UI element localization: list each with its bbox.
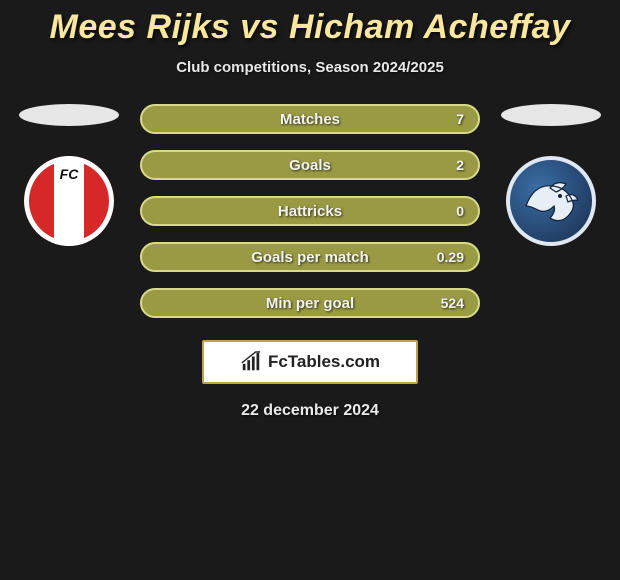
page-title: Mees Rijks vs Hicham Acheffay — [0, 8, 620, 47]
stat-value: 2 — [456, 157, 464, 173]
stat-label: Matches — [280, 111, 340, 128]
comparison-body: FC Matches 7 Goals 2 Hattricks 0 Goals p… — [0, 104, 620, 318]
stat-label: Goals per match — [251, 249, 369, 266]
stat-row-min-per-goal: Min per goal 524 — [140, 288, 480, 318]
brand-text: FcTables.com — [268, 352, 380, 372]
stat-label: Hattricks — [278, 203, 342, 220]
date-text: 22 december 2024 — [0, 402, 620, 420]
left-club-badge: FC — [24, 156, 114, 246]
left-player-col: FC — [14, 104, 124, 246]
badge-text: FC — [24, 166, 114, 182]
stat-value: 7 — [456, 111, 464, 127]
left-player-photo-placeholder — [19, 104, 119, 126]
right-club-badge — [506, 156, 596, 246]
stats-column: Matches 7 Goals 2 Hattricks 0 Goals per … — [140, 104, 480, 318]
stat-row-goals: Goals 2 — [140, 150, 480, 180]
stat-value: 0 — [456, 203, 464, 219]
right-player-col — [496, 104, 606, 246]
stat-row-matches: Matches 7 — [140, 104, 480, 134]
stat-value: 0.29 — [437, 249, 464, 265]
stat-label: Goals — [289, 157, 331, 174]
stat-row-hattricks: Hattricks 0 — [140, 196, 480, 226]
subtitle: Club competitions, Season 2024/2025 — [0, 59, 620, 76]
stat-row-goals-per-match: Goals per match 0.29 — [140, 242, 480, 272]
dragon-icon — [516, 166, 586, 236]
stat-value: 524 — [441, 295, 464, 311]
brand-watermark: FcTables.com — [202, 340, 418, 384]
right-player-photo-placeholder — [501, 104, 601, 126]
stat-label: Min per goal — [266, 295, 354, 312]
chart-icon — [240, 351, 262, 373]
